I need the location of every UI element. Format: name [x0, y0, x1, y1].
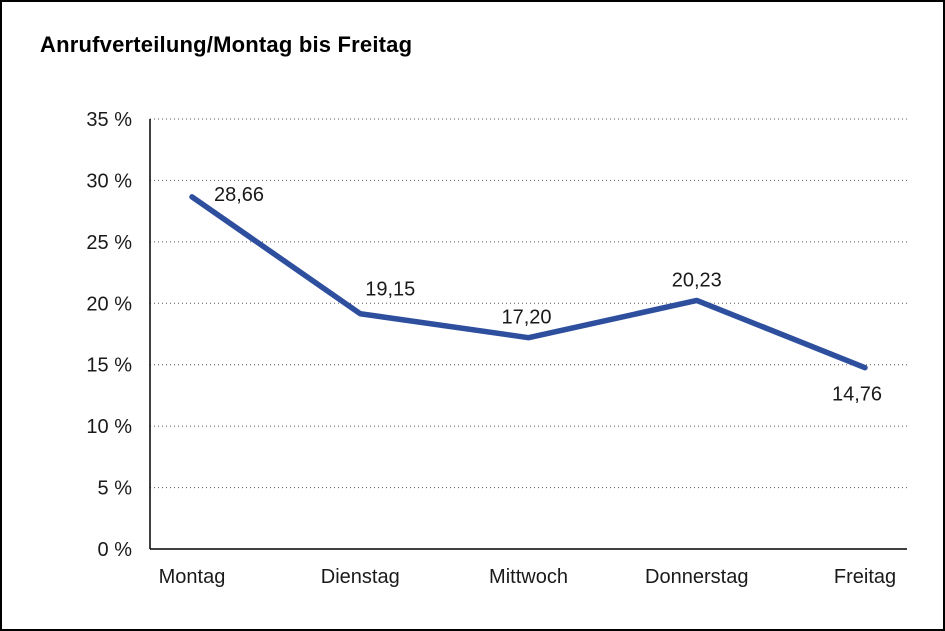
data-point-label: 17,20 [501, 307, 551, 329]
x-axis-tick-label: Mittwoch [489, 566, 568, 588]
x-axis-tick-label: Dienstag [321, 566, 400, 588]
data-point-label: 14,76 [832, 384, 882, 406]
y-axis-tick-label: 20 % [86, 293, 132, 315]
y-axis-tick-label: 25 % [86, 232, 132, 254]
x-axis-tick-label: Freitag [834, 566, 896, 588]
y-axis-tick-label: 10 % [86, 416, 132, 438]
data-line [189, 194, 868, 371]
y-axis-tick-label: 15 % [86, 355, 132, 377]
y-axis-tick-label: 0 % [98, 539, 133, 561]
x-axis-tick-label: Montag [159, 566, 226, 588]
y-axis-tick-label: 35 % [86, 109, 132, 131]
chart-title: Anrufverteilung/Montag bis Freitag [40, 32, 413, 57]
data-point-label: 20,23 [672, 269, 722, 291]
y-axis-tick-label: 30 % [86, 170, 132, 192]
y-axis-tick-label: 5 % [98, 478, 133, 500]
data-point-label: 19,15 [365, 279, 415, 301]
data-point-label: 28,66 [214, 184, 264, 206]
x-axis-tick-label: Donnerstag [645, 566, 748, 588]
